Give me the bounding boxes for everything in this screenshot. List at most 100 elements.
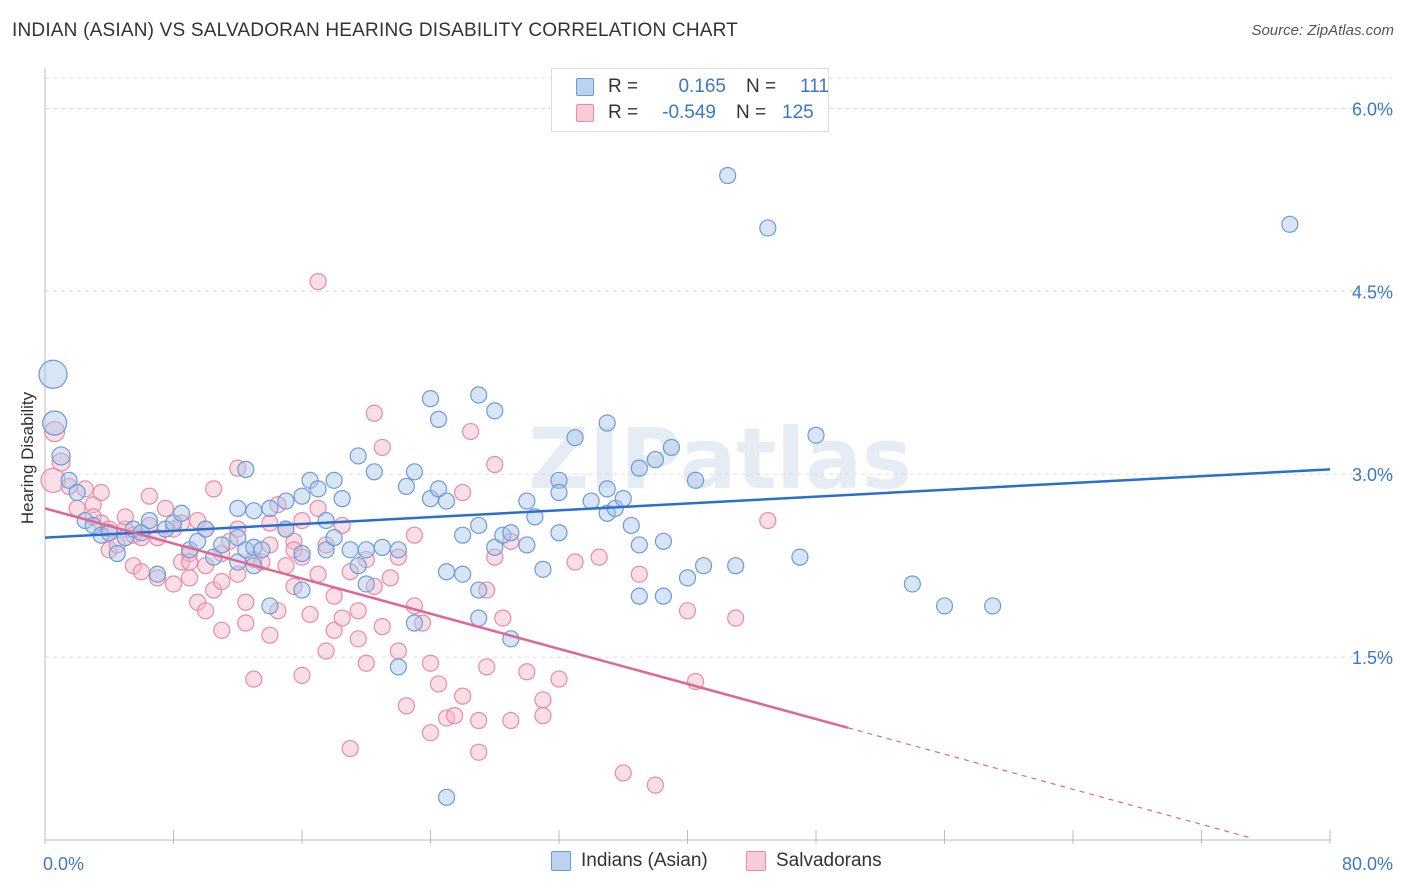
r-label: R = <box>608 102 639 123</box>
indians-point <box>486 402 504 420</box>
salvadorans-point <box>494 609 512 627</box>
salvadorans-point <box>116 508 134 526</box>
indians-point <box>454 565 472 583</box>
indians-point <box>51 446 71 466</box>
salvadorans-point <box>84 496 102 514</box>
indians-point <box>566 429 584 447</box>
indians-point <box>293 487 311 505</box>
indians-point <box>229 499 247 517</box>
indians-point <box>349 447 367 465</box>
salvadorans-point <box>405 526 424 544</box>
indians-point <box>470 581 488 599</box>
n-value: 125 <box>782 102 814 123</box>
legend-item-salvadorans: Salvadorans <box>746 850 882 872</box>
indians-point <box>534 560 552 578</box>
salvadorans-point <box>269 602 287 620</box>
indians-point <box>454 526 472 544</box>
salvadorans-trend-extension <box>847 727 1250 839</box>
salvadorans-point <box>180 569 199 587</box>
salvadorans-point <box>421 654 440 672</box>
salvadorans-point <box>317 642 335 660</box>
salvadorans-point <box>373 438 391 457</box>
salvadorans-point <box>40 467 66 493</box>
indians-point <box>429 480 448 498</box>
indians-point <box>421 390 440 408</box>
salvadorans-point <box>357 654 375 672</box>
indians-point <box>397 477 416 496</box>
stats-row-salvadorans: R = -0.549 N = 125 <box>576 101 814 125</box>
indians-point <box>550 524 568 542</box>
salvadorans-point <box>389 548 407 566</box>
salvadorans-point <box>389 642 407 660</box>
pink-swatch <box>746 851 766 871</box>
salvadorans-point <box>325 621 343 639</box>
salvadorans-point <box>309 273 327 291</box>
salvadorans-point <box>100 541 118 559</box>
salvadorans-point <box>566 553 584 571</box>
salvadorans-point <box>261 626 279 644</box>
salvadorans-point <box>164 575 183 593</box>
salvadorans-point <box>293 666 311 685</box>
salvadorans-point <box>277 557 295 575</box>
indians-point <box>686 471 705 489</box>
indians-point <box>598 414 616 432</box>
indians-point <box>405 614 424 632</box>
salvadorans-point <box>269 496 287 514</box>
salvadorans-point <box>156 499 175 517</box>
indians-point <box>213 536 231 554</box>
indians-point <box>148 565 167 583</box>
indians-point <box>261 597 279 615</box>
salvadorans-point <box>51 452 71 472</box>
indians-point <box>903 575 921 593</box>
salvadorans-point <box>197 602 215 620</box>
indians-point <box>678 569 697 587</box>
salvadorans-point <box>213 621 231 639</box>
indians-point <box>719 166 737 185</box>
salvadorans-point <box>421 724 440 742</box>
salvadorans-point <box>590 548 608 566</box>
indians-point <box>694 557 713 575</box>
salvadorans-point <box>373 618 391 636</box>
indians-point <box>662 438 681 457</box>
indians-point <box>759 219 777 237</box>
salvadorans-point <box>341 739 359 758</box>
indians-point <box>486 538 504 556</box>
salvadorans-point <box>205 480 223 498</box>
indians-point <box>654 587 673 605</box>
salvadorans-point <box>502 711 520 730</box>
salvadorans-point <box>237 593 255 611</box>
salvadorans-point <box>518 663 536 681</box>
salvadorans-point <box>550 670 568 688</box>
indians-point <box>293 544 311 563</box>
indians-point <box>357 575 375 593</box>
indians-point <box>630 587 648 605</box>
salvadorans-point <box>429 675 448 693</box>
pink-swatch <box>576 104 594 122</box>
salvadorans-point <box>140 487 159 505</box>
salvadorans-point <box>285 577 303 596</box>
indians-point <box>108 544 126 563</box>
indians-point <box>317 541 335 559</box>
indians-point <box>518 492 536 510</box>
salvadorans-point <box>245 670 263 688</box>
salvadorans-point <box>470 743 488 761</box>
indians-point <box>389 658 407 676</box>
salvadorans-point <box>44 420 66 443</box>
indians-point <box>389 541 407 559</box>
r-value: -0.549 <box>662 102 716 123</box>
salvadorans-point <box>630 565 648 583</box>
salvadorans-point <box>293 511 311 530</box>
legend-item-indians: Indians (Asian) <box>551 850 708 872</box>
y-tick-label: 3.0% <box>1352 465 1393 485</box>
indians-point <box>598 480 616 498</box>
salvadorans-point <box>333 609 351 627</box>
indians-point <box>1281 215 1299 233</box>
indians-point <box>614 490 632 508</box>
indians-point <box>357 541 375 559</box>
stats-legend: R = 0.165 N = 111 R = -0.549 N = 125 <box>551 68 829 132</box>
indians-point <box>349 557 367 575</box>
indians-point <box>261 499 279 517</box>
indians-point <box>277 492 295 510</box>
salvadorans-point <box>534 691 552 709</box>
